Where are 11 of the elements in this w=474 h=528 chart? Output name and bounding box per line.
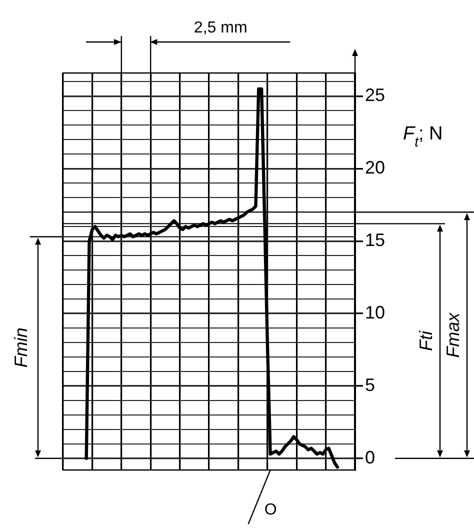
y-tick-label: 0 — [365, 447, 376, 468]
y-tick-label: 10 — [365, 302, 386, 322]
y-tick-label: 20 — [365, 158, 386, 178]
text: 2,5 mm — [194, 19, 248, 36]
y-tick-label: 5 — [365, 374, 376, 395]
y-tick-label: 25 — [365, 85, 386, 106]
text: Fti — [416, 330, 436, 352]
y-tick-label: 15 — [365, 230, 386, 250]
text: Fmax — [443, 312, 463, 358]
text: O — [264, 501, 277, 518]
text: Fmin — [11, 328, 31, 368]
